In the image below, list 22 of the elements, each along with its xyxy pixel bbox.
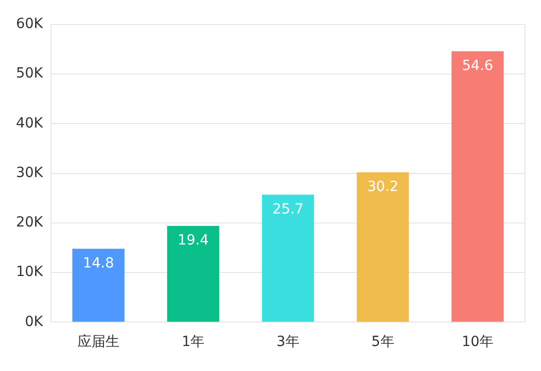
data-label: 25.7	[272, 201, 304, 218]
y-tick-label: 30K	[16, 164, 44, 181]
data-label: 30.2	[367, 178, 398, 195]
bar	[72, 248, 124, 322]
bar	[452, 51, 504, 322]
data-label: 14.8	[82, 255, 114, 272]
y-tick-label: 10K	[16, 264, 44, 280]
x-tick-label: 1年	[182, 334, 205, 350]
x-tick-label: 5年	[371, 334, 394, 350]
y-tick-label: 0K	[24, 314, 44, 330]
data-label: 19.4	[178, 232, 209, 249]
y-tick-label: 60K	[16, 16, 44, 32]
y-tick-label: 50K	[16, 66, 44, 82]
data-label: 54.6	[462, 58, 494, 74]
x-tick-label: 应届生	[77, 334, 120, 350]
x-tick-label: 10年	[462, 334, 494, 350]
x-tick-label: 3年	[276, 334, 300, 350]
bar	[356, 172, 409, 322]
y-tick-label: 40K	[16, 115, 44, 132]
y-tick-label: 20K	[16, 214, 44, 231]
bar	[262, 194, 314, 322]
bar	[167, 226, 220, 322]
